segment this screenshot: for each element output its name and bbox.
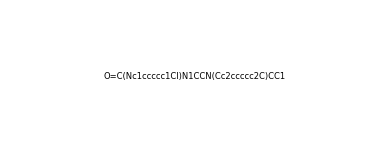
Text: O=C(Nc1ccccc1Cl)N1CCN(Cc2ccccc2C)CC1: O=C(Nc1ccccc1Cl)N1CCN(Cc2ccccc2C)CC1 xyxy=(104,72,286,81)
